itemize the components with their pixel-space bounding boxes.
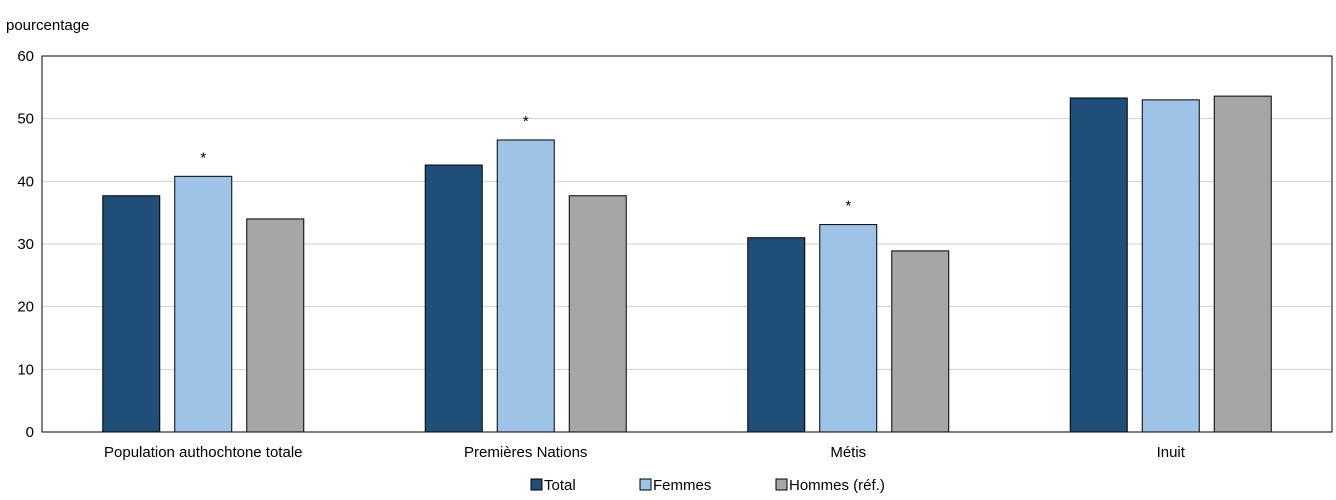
bar-total-2 bbox=[747, 237, 806, 433]
y-tick-label: 10 bbox=[17, 361, 34, 378]
y-tick-label: 0 bbox=[26, 424, 34, 441]
y-tick-label: 30 bbox=[17, 236, 34, 253]
bar-femmes-2 bbox=[819, 224, 878, 433]
y-tick-labels: 0 10 20 30 40 50 60 bbox=[17, 48, 34, 441]
bar-hommes-r-f-0 bbox=[246, 218, 305, 433]
y-tick-label: 50 bbox=[17, 111, 34, 128]
y-tick-label: 60 bbox=[17, 48, 34, 65]
significance-star: * bbox=[845, 198, 851, 215]
bar-hommes-r-f-3 bbox=[1213, 95, 1272, 433]
legend-label: Total bbox=[544, 477, 576, 494]
legend: Total Femmes Hommes (réf.) bbox=[530, 477, 885, 494]
bar-total-0 bbox=[102, 195, 161, 433]
bar-femmes-3 bbox=[1141, 99, 1200, 433]
gridlines bbox=[42, 118, 1332, 370]
bar-hommes-r-f-1 bbox=[568, 195, 627, 433]
significance-star: * bbox=[200, 149, 206, 166]
legend-swatch bbox=[639, 478, 652, 491]
legend-swatch bbox=[775, 478, 788, 491]
bar-total-3 bbox=[1069, 97, 1128, 433]
y-tick-label: 20 bbox=[17, 299, 34, 316]
bar-total-1 bbox=[424, 164, 483, 433]
plot-frame bbox=[41, 55, 1333, 433]
x-tick-label: Premières Nations bbox=[464, 444, 587, 461]
y-tick-label: 40 bbox=[17, 173, 34, 190]
bar-femmes-0 bbox=[174, 175, 233, 433]
x-tick-label: Métis bbox=[830, 444, 866, 461]
significance-markers: * * * bbox=[200, 113, 851, 215]
legend-swatch bbox=[530, 478, 543, 491]
x-tick-labels: Population authochtone totale Premières N… bbox=[104, 444, 1186, 461]
bar-femmes-1 bbox=[496, 139, 555, 433]
significance-star: * bbox=[523, 113, 529, 130]
bars bbox=[102, 95, 1272, 433]
x-tick-label: Inuit bbox=[1157, 444, 1186, 461]
y-axis-label: pourcentage bbox=[6, 17, 89, 34]
bar-hommes-r-f-2 bbox=[891, 250, 950, 433]
x-tick-label: Population authochtone totale bbox=[104, 444, 303, 461]
legend-label: Femmes bbox=[653, 477, 711, 494]
legend-label: Hommes (réf.) bbox=[789, 477, 885, 494]
